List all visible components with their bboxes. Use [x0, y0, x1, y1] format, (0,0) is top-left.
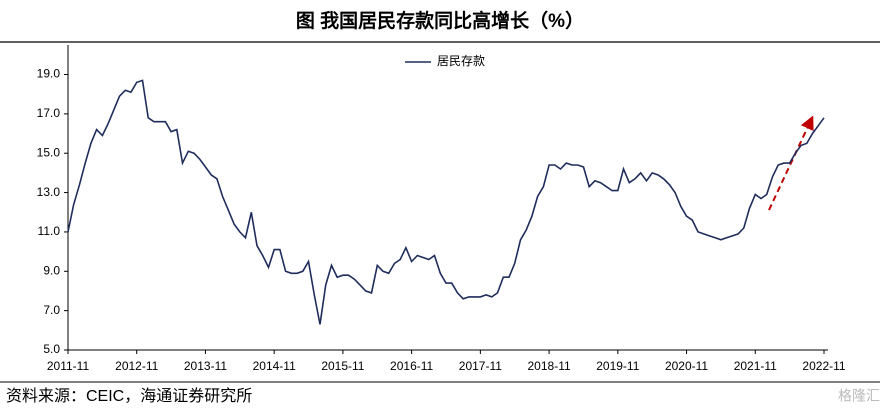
x-tick-label: 2022-11 [802, 359, 845, 373]
x-tick-label: 2011-11 [47, 359, 90, 373]
series-line [67, 79, 825, 325]
y-tick-label: 11.0 [38, 224, 61, 238]
trend-arrow [768, 115, 814, 211]
x-tick-label: 2017-11 [459, 359, 502, 373]
y-tick-label: 19.0 [37, 67, 61, 81]
watermark: 格隆汇 [838, 388, 880, 404]
x-tick-label: 2012-11 [115, 359, 158, 373]
y-tick-label: 13.0 [37, 185, 61, 199]
x-tick-label: 2015-11 [321, 359, 364, 373]
x-tick-label: 2014-11 [253, 359, 296, 373]
y-tick-label: 9.0 [43, 263, 60, 277]
x-tick-label: 2016-11 [390, 359, 433, 373]
y-tick-label: 15.0 [37, 145, 61, 159]
y-tick-label: 17.0 [37, 106, 61, 120]
x-tick-label: 2021-11 [734, 359, 777, 373]
y-tick-label: 7.0 [43, 303, 60, 317]
y-tick-label: 5.0 [43, 342, 60, 356]
chart-title: 图 我国居民存款同比高增长（%） [296, 9, 584, 32]
x-tick-label: 2013-11 [184, 359, 227, 373]
x-tick-label: 2018-11 [528, 359, 571, 373]
legend-label: 居民存款 [437, 54, 485, 68]
x-tick-label: 2020-11 [665, 359, 708, 373]
source-note: 资料来源：CEIC，海通证券研究所 [6, 387, 252, 405]
x-tick-label: 2019-11 [596, 359, 639, 373]
